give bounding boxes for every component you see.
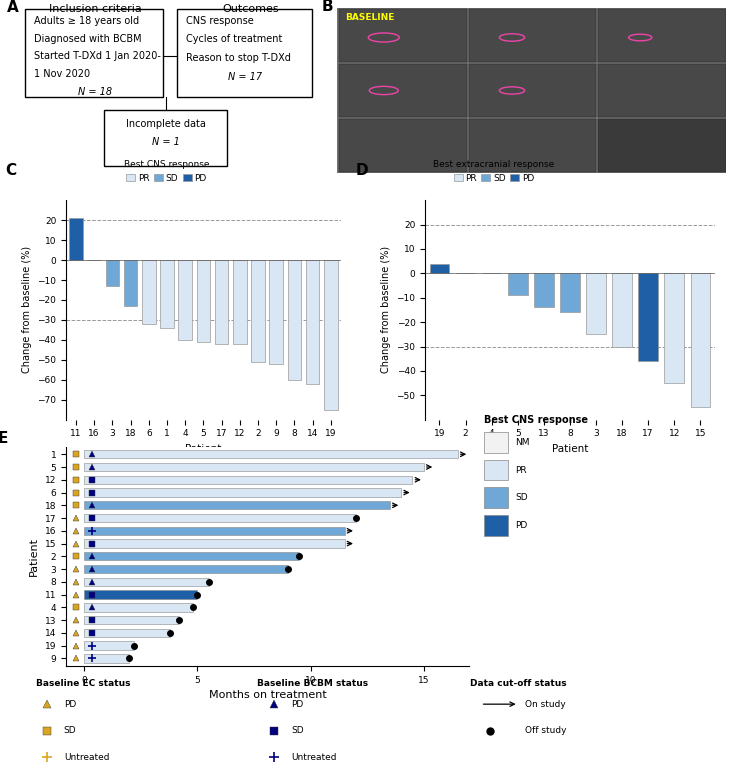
Text: PR: PR: [515, 466, 527, 474]
Text: Cycles of treatment: Cycles of treatment: [186, 35, 282, 45]
Bar: [468, 64, 596, 117]
Text: Incomplete data: Incomplete data: [126, 119, 205, 129]
Bar: [84, 565, 288, 573]
Text: B: B: [322, 0, 334, 15]
Bar: [233, 260, 246, 344]
Bar: [124, 260, 137, 306]
Bar: [638, 273, 658, 361]
Text: PD: PD: [515, 521, 528, 530]
Bar: [106, 260, 119, 286]
X-axis label: Patient: Patient: [185, 444, 221, 454]
Bar: [215, 260, 229, 344]
Bar: [612, 273, 632, 346]
Text: Adults ≥ 18 years old: Adults ≥ 18 years old: [34, 16, 139, 25]
Bar: [430, 263, 449, 273]
Bar: [484, 460, 507, 480]
Text: Started T-DXd 1 Jan 2020-: Started T-DXd 1 Jan 2020-: [34, 52, 161, 62]
Bar: [598, 64, 726, 117]
Legend: PR, SD, PD: PR, SD, PD: [120, 156, 213, 186]
Text: SD: SD: [515, 494, 528, 502]
Bar: [339, 119, 466, 172]
Bar: [586, 273, 605, 334]
X-axis label: Patient: Patient: [552, 444, 588, 454]
Bar: [484, 432, 507, 453]
Bar: [84, 501, 390, 510]
Bar: [25, 9, 163, 96]
Text: Data cut-off status: Data cut-off status: [471, 679, 567, 688]
Bar: [339, 9, 466, 62]
Legend: PR, SD, PD: PR, SD, PD: [430, 156, 558, 186]
Text: Outcomes: Outcomes: [222, 5, 279, 15]
Text: PD: PD: [64, 700, 76, 708]
Text: PD: PD: [291, 700, 303, 708]
Text: Baseline EC status: Baseline EC status: [36, 679, 130, 688]
Text: D: D: [356, 163, 368, 178]
Bar: [84, 629, 170, 637]
Text: Untreated: Untreated: [291, 753, 336, 762]
Text: N = 1: N = 1: [152, 137, 180, 147]
Bar: [84, 450, 458, 458]
Text: N = 18: N = 18: [78, 87, 112, 97]
Text: CNS response: CNS response: [186, 16, 254, 25]
Bar: [142, 260, 155, 324]
Bar: [84, 591, 197, 599]
Y-axis label: Change from baseline (%): Change from baseline (%): [381, 246, 391, 373]
Text: SD: SD: [64, 726, 76, 735]
Bar: [484, 487, 507, 508]
Bar: [177, 9, 312, 96]
Bar: [560, 273, 580, 313]
Bar: [84, 552, 299, 561]
Text: Reason to stop T-DXd: Reason to stop T-DXd: [186, 53, 291, 63]
Bar: [84, 654, 130, 662]
Text: Diagnosed with BCBM: Diagnosed with BCBM: [34, 34, 141, 44]
Text: Best CNS response: Best CNS response: [484, 415, 588, 425]
Bar: [84, 527, 345, 535]
Bar: [468, 119, 596, 172]
Text: Inclusion criteria: Inclusion criteria: [49, 5, 141, 15]
Y-axis label: Patient: Patient: [29, 537, 39, 576]
Bar: [690, 273, 710, 407]
Bar: [339, 64, 466, 117]
Bar: [161, 260, 174, 328]
Text: 1 Nov 2020: 1 Nov 2020: [34, 69, 90, 79]
Bar: [84, 641, 134, 650]
Bar: [251, 260, 265, 362]
Text: C: C: [5, 163, 17, 178]
Bar: [324, 260, 338, 410]
Y-axis label: Change from baseline (%): Change from baseline (%): [22, 246, 32, 373]
Bar: [69, 218, 83, 260]
Bar: [178, 260, 192, 340]
Bar: [598, 119, 726, 172]
Bar: [84, 616, 179, 624]
Bar: [104, 109, 227, 166]
Text: Baseline BCBM status: Baseline BCBM status: [257, 679, 368, 688]
Bar: [84, 463, 424, 471]
Text: BASELINE: BASELINE: [345, 12, 394, 22]
Bar: [468, 9, 596, 62]
Text: A: A: [7, 0, 19, 15]
Bar: [84, 476, 413, 484]
Bar: [484, 515, 507, 536]
Bar: [287, 260, 301, 380]
Text: On study: On study: [526, 700, 566, 708]
Bar: [306, 260, 320, 383]
Bar: [84, 514, 356, 522]
Bar: [196, 260, 210, 342]
Bar: [270, 260, 283, 363]
Bar: [84, 540, 345, 547]
Bar: [664, 273, 684, 383]
X-axis label: Months on treatment: Months on treatment: [209, 691, 326, 701]
Bar: [84, 603, 193, 611]
Bar: [534, 273, 553, 307]
Text: E: E: [0, 431, 8, 447]
Text: N = 17: N = 17: [228, 72, 262, 82]
Text: Untreated: Untreated: [64, 753, 109, 762]
Text: SD: SD: [291, 726, 303, 735]
Bar: [598, 9, 726, 62]
Bar: [84, 488, 401, 497]
Bar: [84, 578, 209, 586]
Bar: [508, 273, 528, 296]
Text: Off study: Off study: [526, 726, 567, 735]
Text: NM: NM: [515, 438, 530, 447]
